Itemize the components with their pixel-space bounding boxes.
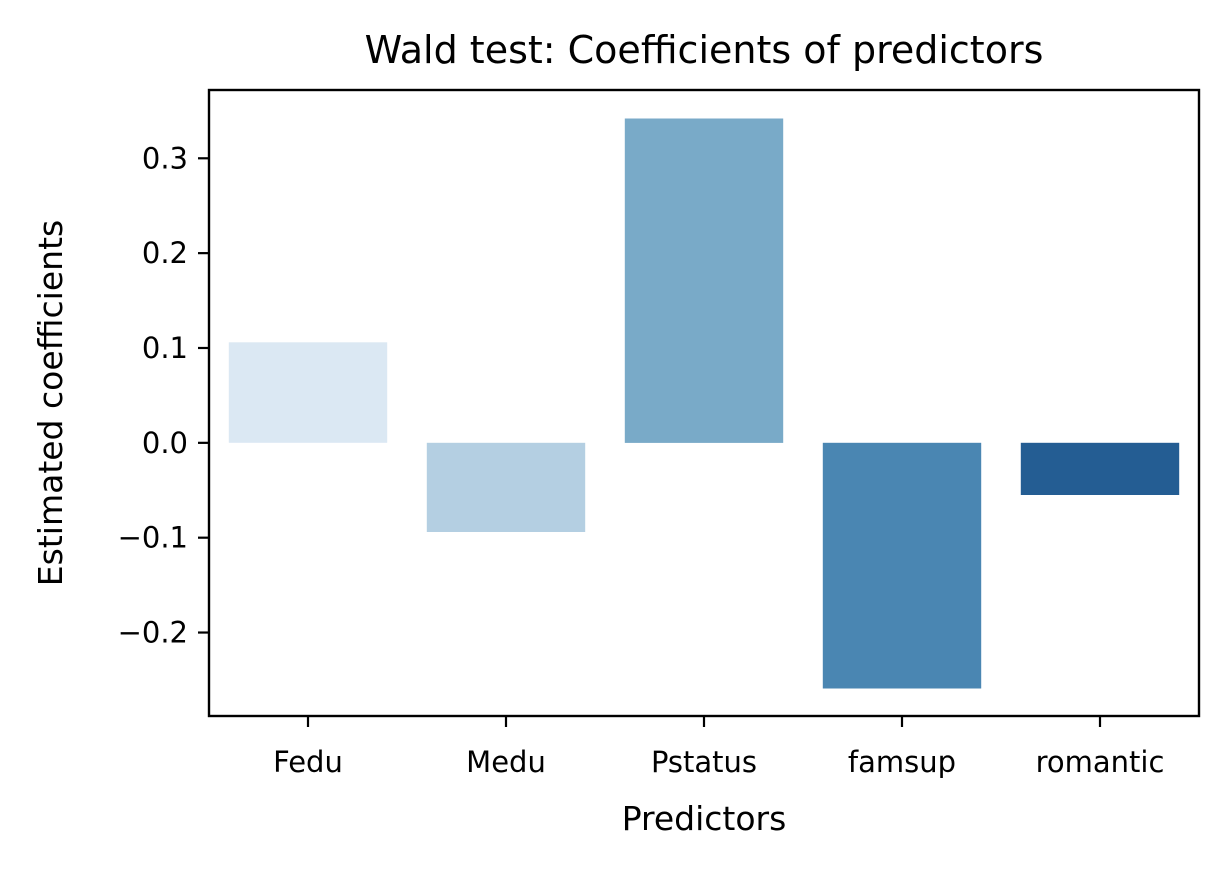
y-tick-label: 0.3 <box>142 141 188 175</box>
y-axis-ticks: −0.2 −0.1 0.0 0.1 0.2 0.3 <box>118 141 209 650</box>
x-tick-label: Fedu <box>273 745 343 779</box>
y-axis-label: Estimated coefficients <box>31 220 70 586</box>
bar-romantic <box>1020 442 1180 495</box>
x-tick-label: Pstatus <box>651 745 757 779</box>
x-tick-label: famsup <box>848 745 956 779</box>
chart-title: Wald test: Coefficients of predictors <box>365 28 1044 72</box>
y-tick-label: −0.1 <box>118 521 188 555</box>
y-tick-label: 0.0 <box>142 426 188 460</box>
y-tick-label: −0.2 <box>118 616 188 650</box>
x-axis-ticks: Fedu Medu Pstatus famsup romantic <box>273 716 1164 779</box>
bar-pstatus <box>624 118 784 443</box>
bar-medu <box>426 442 586 532</box>
plot-frame <box>207 88 1201 718</box>
y-tick-label: 0.1 <box>142 331 188 365</box>
x-tick-label: romantic <box>1036 745 1165 779</box>
bars-group <box>228 118 1180 689</box>
x-axis-label: Predictors <box>622 799 787 838</box>
x-tick-label: Medu <box>466 745 546 779</box>
bar-famsup <box>822 442 982 689</box>
bar-fedu <box>228 342 388 443</box>
y-tick-label: 0.2 <box>142 236 188 270</box>
